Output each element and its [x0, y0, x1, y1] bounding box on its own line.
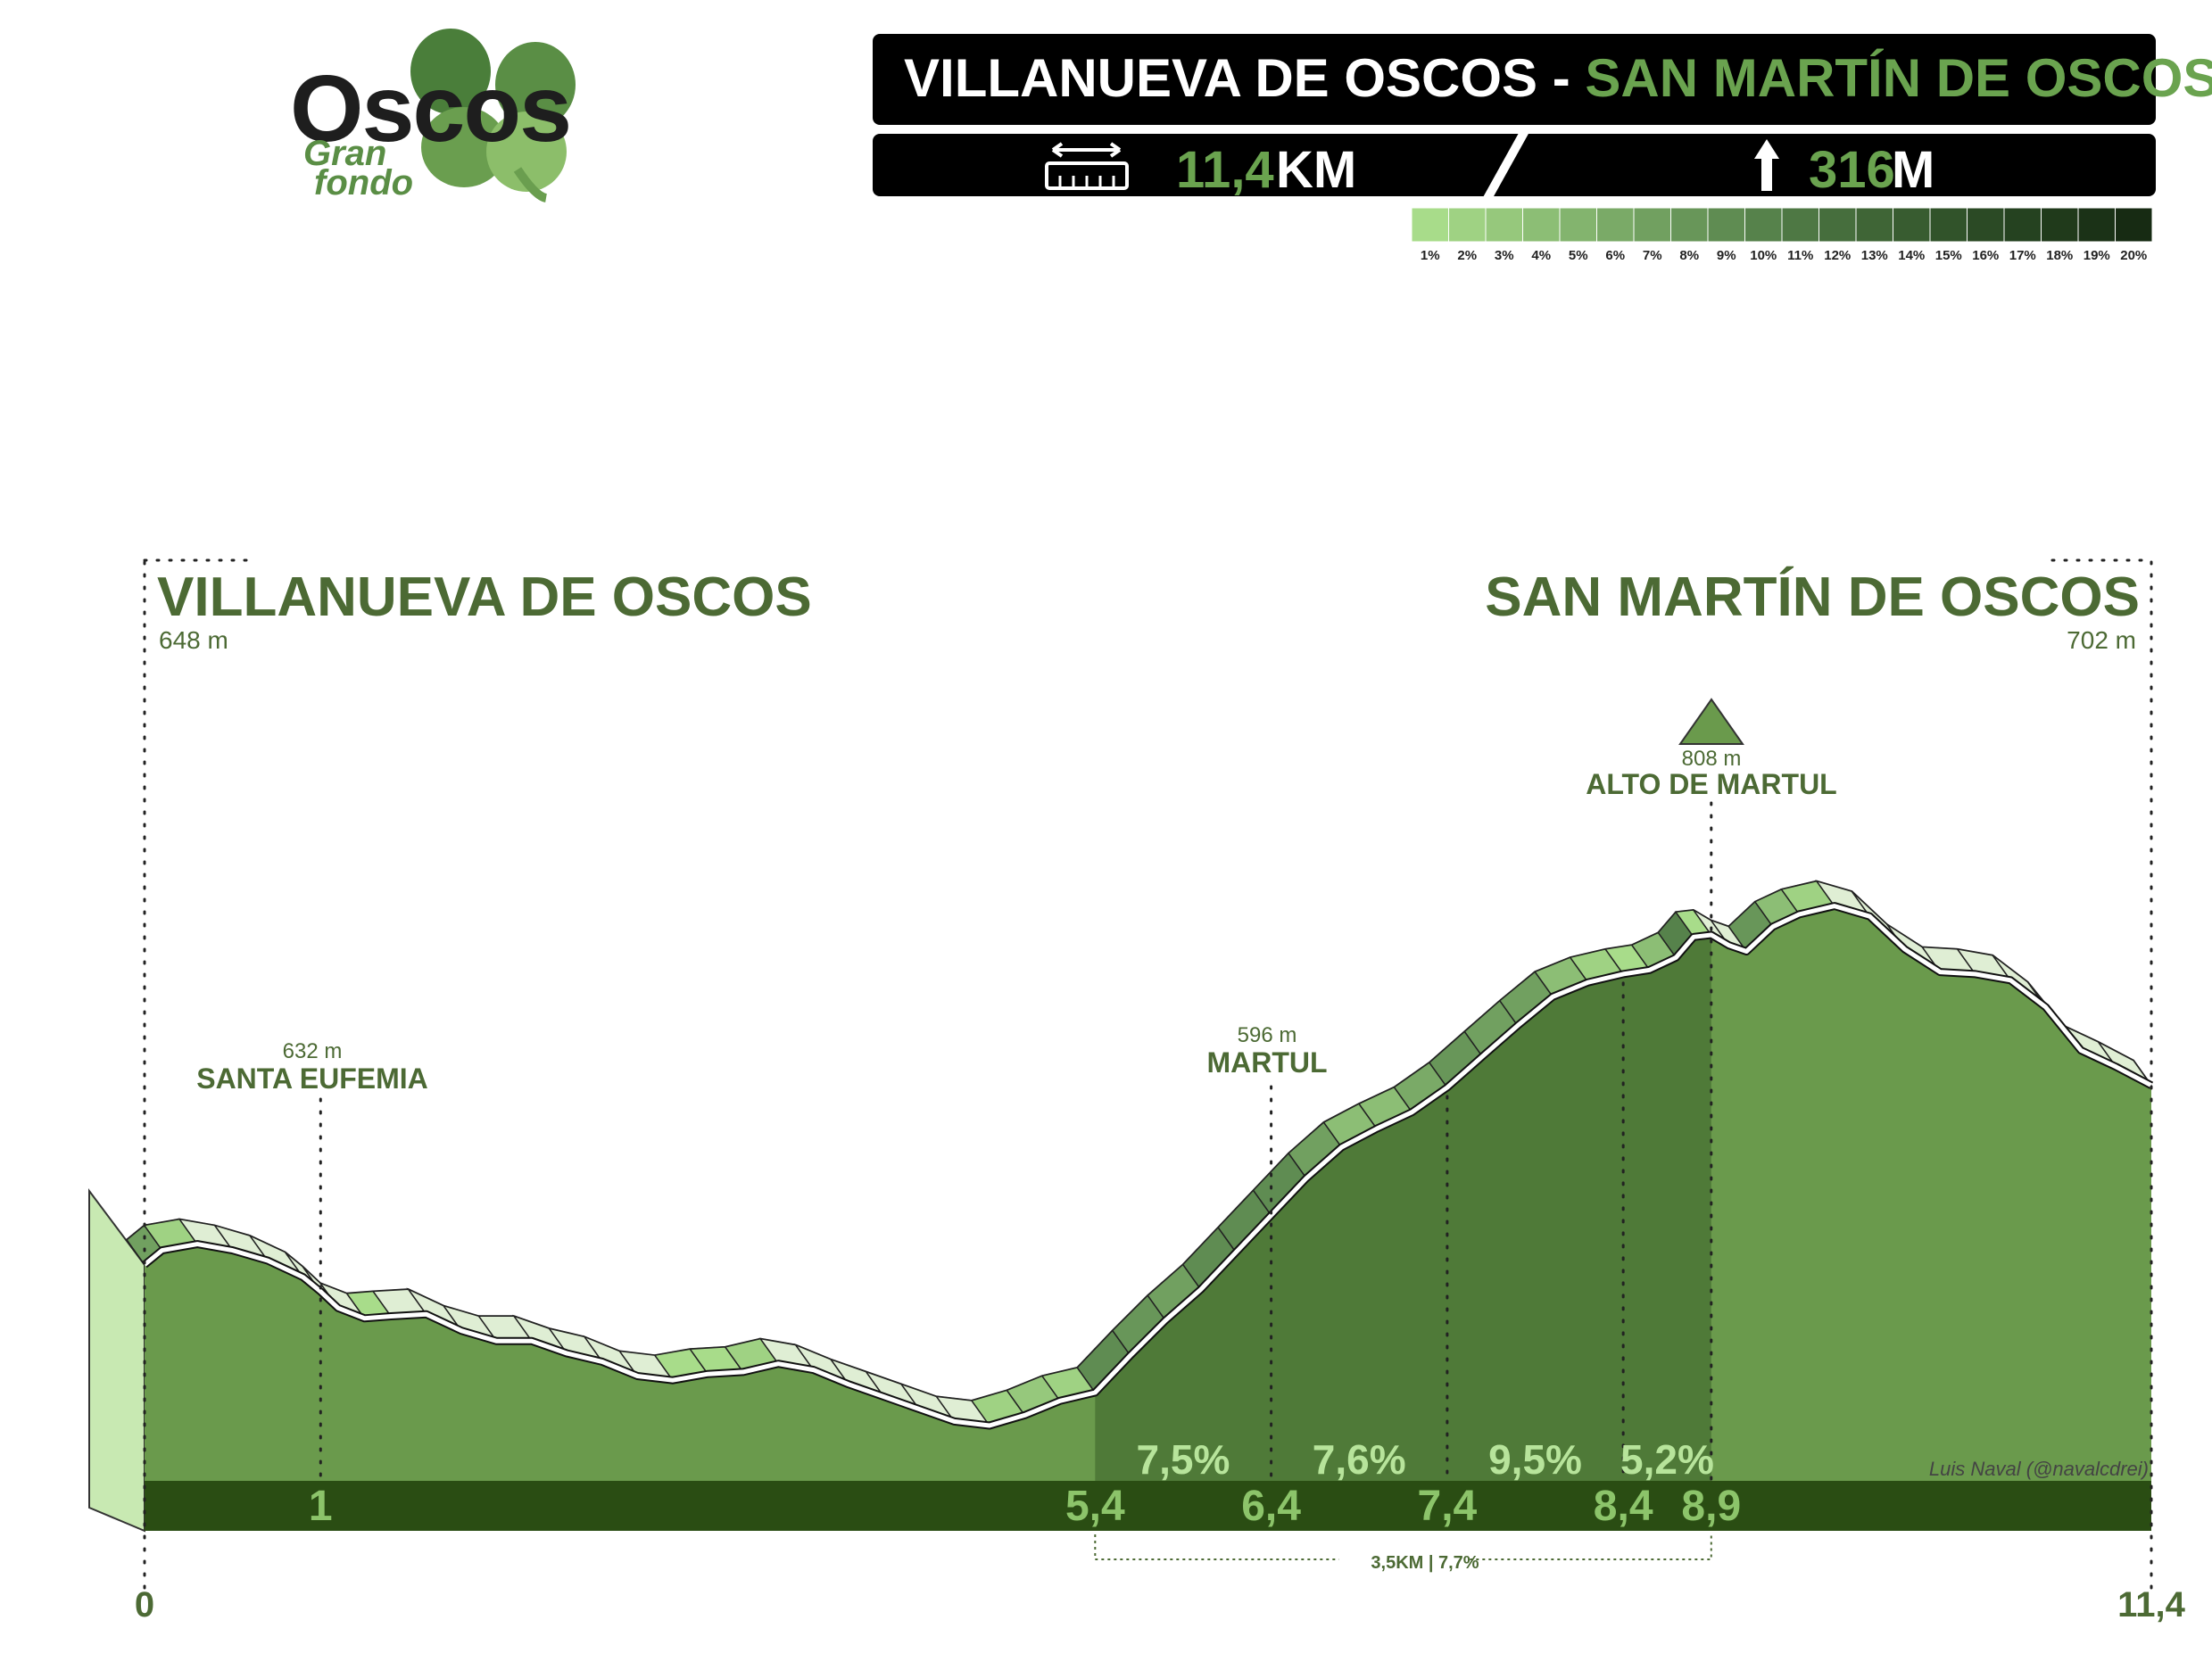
legend-swatch — [1893, 207, 1931, 243]
km-band — [145, 1481, 2151, 1531]
mountain-peak-icon — [1678, 698, 1744, 745]
distance-unit: KM — [1276, 141, 1356, 199]
legend-swatch — [1633, 207, 1671, 243]
km-band-label: 5,4 — [1065, 1483, 1125, 1530]
segment-gradient-label: 7,5% — [1137, 1436, 1230, 1483]
legend-label: 18% — [2046, 248, 2073, 263]
x-axis-end-label: 11,4 — [2117, 1585, 2185, 1625]
credit: Luis Naval (@navalcdrei) — [1929, 1458, 2149, 1480]
segment-gradient-label: 9,5% — [1488, 1436, 1582, 1483]
ruler-arrows-icon — [1045, 142, 1129, 190]
km-band-label: 8,9 — [1681, 1483, 1741, 1530]
legend-label: 1% — [1421, 248, 1440, 263]
legend-label: 7% — [1643, 248, 1662, 263]
end-altitude: 702 m — [2067, 626, 2136, 654]
legend-label: 10% — [1750, 248, 1777, 263]
legend-label: 14% — [1898, 248, 1925, 263]
legend-swatch — [1448, 207, 1487, 243]
legend-label: 17% — [2009, 248, 2036, 263]
title-end: SAN MARTÍN DE OSCOS — [1585, 48, 2212, 108]
legend-label: 20% — [2120, 248, 2147, 263]
km-band-label: 6,4 — [1241, 1483, 1301, 1530]
legend-swatch — [1744, 207, 1783, 243]
legend-label: 9% — [1717, 248, 1736, 263]
legend-swatch — [2041, 207, 2079, 243]
logo-name: Oscos — [290, 56, 570, 161]
legend-swatch — [1707, 207, 1745, 243]
legend-label: 12% — [1824, 248, 1851, 263]
legend-swatch — [2115, 207, 2153, 243]
legend-label: 2% — [1457, 248, 1477, 263]
distance-value: 11,4 — [1176, 141, 1274, 199]
legend-label: 13% — [1861, 248, 1888, 263]
climb-label-backing — [1338, 1547, 1468, 1570]
legend-swatch — [2077, 207, 2116, 243]
start-altitude: 648 m — [159, 626, 228, 654]
legend-swatch — [1818, 207, 1857, 243]
profile-line — [143, 904, 2153, 1428]
x-axis-start-label: 0 — [135, 1585, 154, 1625]
title-separator: - — [1537, 48, 1585, 108]
logo-sub-gran: Gran — [303, 134, 386, 173]
legend-swatch — [1596, 207, 1635, 243]
summit-altitude: 808 m — [1682, 747, 1742, 771]
legend-label: 3% — [1495, 248, 1514, 263]
legend-label: 16% — [1972, 248, 1999, 263]
legend-swatch — [1411, 207, 1449, 243]
header-title-bar — [873, 34, 2156, 125]
logo-sub-fondo: fondo — [314, 163, 413, 203]
legend-label: 6% — [1605, 248, 1625, 263]
waypoint-santa-eufemia-name: SANTA EUFEMIA — [196, 1062, 428, 1095]
legend-label: 8% — [1679, 248, 1699, 263]
legend-label: 19% — [2084, 248, 2110, 263]
clover-icon — [410, 29, 576, 203]
segment-gradient-label: 5,2% — [1620, 1436, 1714, 1483]
segment-gradient-label: 7,6% — [1313, 1436, 1406, 1483]
km-band-label: 7,4 — [1418, 1483, 1478, 1530]
start-name: VILLANUEVA DE OSCOS — [157, 566, 812, 628]
climb-area — [1095, 935, 1711, 1481]
legend-swatch — [1967, 207, 2005, 243]
legend-swatch — [1929, 207, 1968, 243]
header-title: VILLANUEVA DE OSCOS - SAN MARTÍN DE OSCO… — [904, 48, 2212, 108]
legend-swatch — [1781, 207, 1819, 243]
end-name: SAN MARTÍN DE OSCOS — [1485, 566, 2140, 628]
elevation-unit: M — [1892, 141, 1934, 199]
header: VILLANUEVA DE OSCOS - SAN MARTÍN DE OSCO… — [873, 34, 2212, 204]
legend-swatch — [1522, 207, 1561, 243]
legend-swatch — [1670, 207, 1709, 243]
elevation-value: 316 — [1809, 141, 1895, 199]
km-band-label: 8,4 — [1594, 1483, 1653, 1530]
legend-label: 4% — [1531, 248, 1551, 263]
legend-swatch — [1559, 207, 1597, 243]
legend-label: 5% — [1569, 248, 1588, 263]
waypoint-martul-altitude: 596 m — [1238, 1023, 1297, 1047]
gradient-legend: 1% 2% 3% 4% 5% 6% 7% 8% 9% 10% 11% 12% 13% 14% 15% 16% 1… — [1411, 207, 2153, 263]
waypoint-martul-name: MARTUL — [1206, 1046, 1327, 1079]
logo: Oscos Gran fondo — [290, 29, 576, 203]
header-divider — [1481, 127, 1530, 204]
summit-name: ALTO DE MARTUL — [1586, 768, 1836, 800]
header-stats-bar — [873, 134, 2156, 196]
legend-label: 15% — [1935, 248, 1962, 263]
title-start: VILLANUEVA DE OSCOS — [904, 48, 1537, 108]
legend-swatch — [1855, 207, 1893, 243]
climb-summary: 3,5KM | 7,7% — [1371, 1553, 1479, 1573]
km-band-label: 1 — [309, 1483, 333, 1530]
elevation-profile: 1 5,4 6,4 7,4 8,4 8,9 7,5% 7,6% 9,5% 5,2% 0 11,4 — [88, 558, 2186, 1625]
waypoint-santa-eufemia-altitude: 632 m — [283, 1039, 343, 1063]
legend-swatch — [1485, 207, 1523, 243]
up-arrow-icon — [1754, 139, 1779, 191]
legend-label: 11% — [1787, 248, 1813, 263]
legend-swatch — [2003, 207, 2042, 243]
